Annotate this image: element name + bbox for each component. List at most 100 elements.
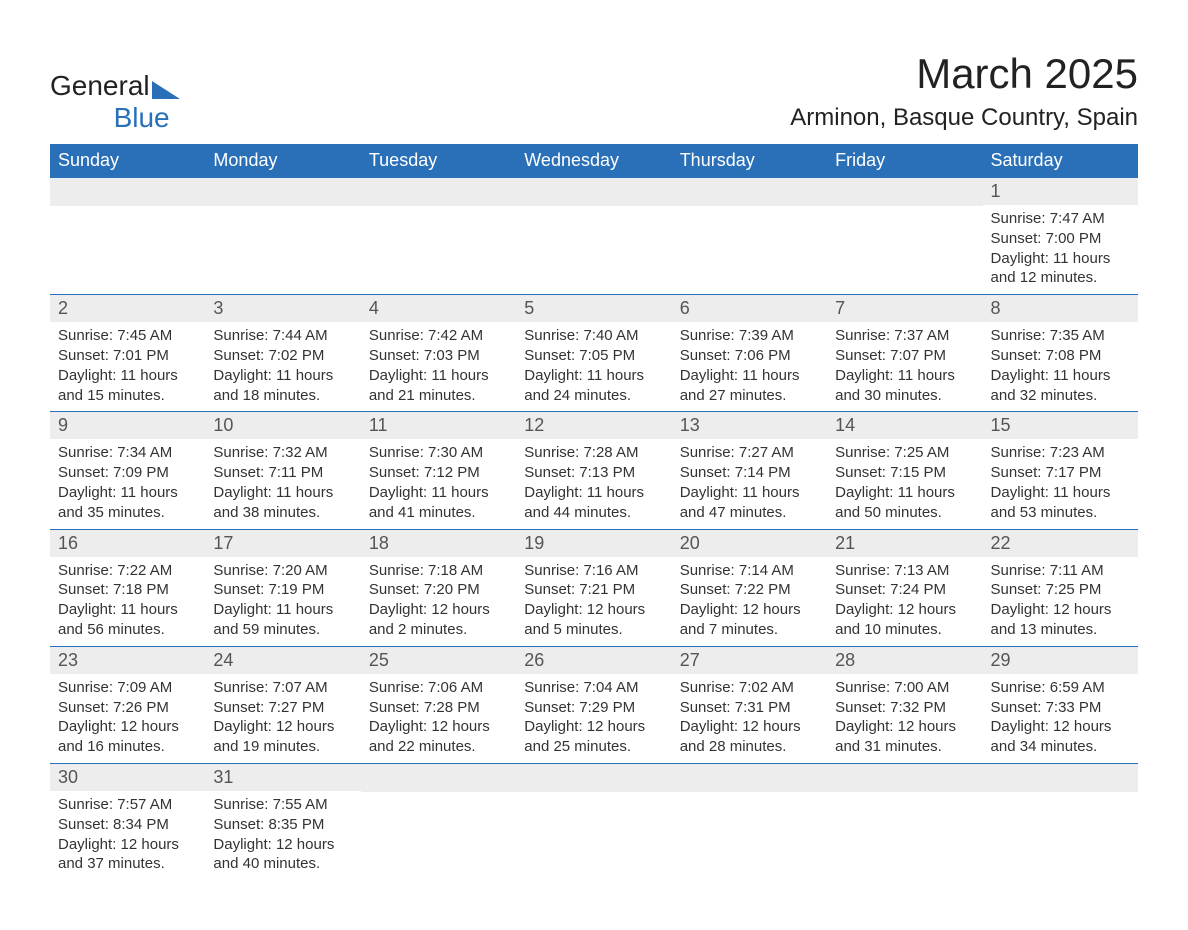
sunset-line: Sunset: 7:12 PM bbox=[369, 463, 508, 483]
day-body: Sunrise: 7:39 AMSunset: 7:06 PMDaylight:… bbox=[672, 322, 827, 411]
sunrise-line: Sunrise: 6:59 AM bbox=[991, 678, 1130, 698]
sunset-line: Sunset: 7:00 PM bbox=[991, 229, 1130, 249]
calendar-cell: 5Sunrise: 7:40 AMSunset: 7:05 PMDaylight… bbox=[516, 295, 671, 412]
day-number: 26 bbox=[516, 647, 671, 674]
day-body: Sunrise: 7:20 AMSunset: 7:19 PMDaylight:… bbox=[205, 557, 360, 646]
calendar-row: 1Sunrise: 7:47 AMSunset: 7:00 PMDaylight… bbox=[50, 178, 1138, 295]
day-number: 21 bbox=[827, 530, 982, 557]
day-body: Sunrise: 7:57 AMSunset: 8:34 PMDaylight:… bbox=[50, 791, 205, 880]
day-number: 7 bbox=[827, 295, 982, 322]
sunset-line: Sunset: 7:19 PM bbox=[213, 580, 352, 600]
day-number bbox=[983, 764, 1138, 792]
calendar-row: 2Sunrise: 7:45 AMSunset: 7:01 PMDaylight… bbox=[50, 295, 1138, 412]
calendar-cell: 22Sunrise: 7:11 AMSunset: 7:25 PMDayligh… bbox=[983, 529, 1138, 646]
daylight-line: Daylight: 11 hours and 38 minutes. bbox=[213, 483, 352, 523]
calendar-head: SundayMondayTuesdayWednesdayThursdayFrid… bbox=[50, 144, 1138, 178]
day-body: Sunrise: 7:18 AMSunset: 7:20 PMDaylight:… bbox=[361, 557, 516, 646]
sunrise-line: Sunrise: 7:25 AM bbox=[835, 443, 974, 463]
day-number: 13 bbox=[672, 412, 827, 439]
calendar-cell-empty bbox=[983, 763, 1138, 880]
sunrise-line: Sunrise: 7:11 AM bbox=[991, 561, 1130, 581]
calendar-row: 30Sunrise: 7:57 AMSunset: 8:34 PMDayligh… bbox=[50, 763, 1138, 880]
calendar-cell: 15Sunrise: 7:23 AMSunset: 7:17 PMDayligh… bbox=[983, 412, 1138, 529]
calendar-table: SundayMondayTuesdayWednesdayThursdayFrid… bbox=[50, 144, 1138, 880]
day-number bbox=[516, 178, 671, 206]
sunrise-line: Sunrise: 7:37 AM bbox=[835, 326, 974, 346]
calendar-cell: 20Sunrise: 7:14 AMSunset: 7:22 PMDayligh… bbox=[672, 529, 827, 646]
page-title: March 2025 bbox=[790, 50, 1138, 98]
header: General Blue March 2025 Arminon, Basque … bbox=[50, 50, 1138, 134]
day-body: Sunrise: 7:13 AMSunset: 7:24 PMDaylight:… bbox=[827, 557, 982, 646]
calendar-cell: 24Sunrise: 7:07 AMSunset: 7:27 PMDayligh… bbox=[205, 646, 360, 763]
day-number: 31 bbox=[205, 764, 360, 791]
sunset-line: Sunset: 7:29 PM bbox=[524, 698, 663, 718]
daylight-line: Daylight: 12 hours and 2 minutes. bbox=[369, 600, 508, 640]
page-subtitle: Arminon, Basque Country, Spain bbox=[790, 104, 1138, 132]
day-number: 24 bbox=[205, 647, 360, 674]
day-number bbox=[827, 764, 982, 792]
calendar-cell: 23Sunrise: 7:09 AMSunset: 7:26 PMDayligh… bbox=[50, 646, 205, 763]
day-body: Sunrise: 7:32 AMSunset: 7:11 PMDaylight:… bbox=[205, 439, 360, 528]
day-body: Sunrise: 7:02 AMSunset: 7:31 PMDaylight:… bbox=[672, 674, 827, 763]
daylight-line: Daylight: 11 hours and 21 minutes. bbox=[369, 366, 508, 406]
day-header: Friday bbox=[827, 144, 982, 178]
sunset-line: Sunset: 7:31 PM bbox=[680, 698, 819, 718]
calendar-cell: 31Sunrise: 7:55 AMSunset: 8:35 PMDayligh… bbox=[205, 763, 360, 880]
sunrise-line: Sunrise: 7:32 AM bbox=[213, 443, 352, 463]
day-header: Monday bbox=[205, 144, 360, 178]
day-body bbox=[516, 206, 671, 266]
calendar-cell-empty bbox=[672, 178, 827, 295]
sunset-line: Sunset: 7:24 PM bbox=[835, 580, 974, 600]
day-number: 17 bbox=[205, 530, 360, 557]
day-number: 27 bbox=[672, 647, 827, 674]
day-body: Sunrise: 7:44 AMSunset: 7:02 PMDaylight:… bbox=[205, 322, 360, 411]
sunrise-line: Sunrise: 7:16 AM bbox=[524, 561, 663, 581]
calendar-cell: 28Sunrise: 7:00 AMSunset: 7:32 PMDayligh… bbox=[827, 646, 982, 763]
calendar-cell-empty bbox=[361, 763, 516, 880]
day-number: 15 bbox=[983, 412, 1138, 439]
day-body: Sunrise: 7:14 AMSunset: 7:22 PMDaylight:… bbox=[672, 557, 827, 646]
sunrise-line: Sunrise: 7:35 AM bbox=[991, 326, 1130, 346]
day-body bbox=[516, 792, 671, 852]
sunset-line: Sunset: 7:13 PM bbox=[524, 463, 663, 483]
calendar-cell: 17Sunrise: 7:20 AMSunset: 7:19 PMDayligh… bbox=[205, 529, 360, 646]
day-body: Sunrise: 7:16 AMSunset: 7:21 PMDaylight:… bbox=[516, 557, 671, 646]
sunset-line: Sunset: 7:07 PM bbox=[835, 346, 974, 366]
day-number bbox=[205, 178, 360, 206]
day-body: Sunrise: 7:27 AMSunset: 7:14 PMDaylight:… bbox=[672, 439, 827, 528]
day-body bbox=[672, 206, 827, 266]
daylight-line: Daylight: 11 hours and 27 minutes. bbox=[680, 366, 819, 406]
day-number: 18 bbox=[361, 530, 516, 557]
daylight-line: Daylight: 12 hours and 34 minutes. bbox=[991, 717, 1130, 757]
day-header: Thursday bbox=[672, 144, 827, 178]
sunrise-line: Sunrise: 7:18 AM bbox=[369, 561, 508, 581]
calendar-cell: 19Sunrise: 7:16 AMSunset: 7:21 PMDayligh… bbox=[516, 529, 671, 646]
daylight-line: Daylight: 12 hours and 5 minutes. bbox=[524, 600, 663, 640]
logo-text: General Blue bbox=[50, 70, 180, 134]
sunset-line: Sunset: 7:08 PM bbox=[991, 346, 1130, 366]
day-body bbox=[672, 792, 827, 852]
sunset-line: Sunset: 7:01 PM bbox=[58, 346, 197, 366]
day-body: Sunrise: 7:22 AMSunset: 7:18 PMDaylight:… bbox=[50, 557, 205, 646]
day-number: 4 bbox=[361, 295, 516, 322]
sunrise-line: Sunrise: 7:39 AM bbox=[680, 326, 819, 346]
logo-line1: General bbox=[50, 70, 150, 101]
day-number: 11 bbox=[361, 412, 516, 439]
calendar-cell: 2Sunrise: 7:45 AMSunset: 7:01 PMDaylight… bbox=[50, 295, 205, 412]
sunset-line: Sunset: 7:25 PM bbox=[991, 580, 1130, 600]
day-body: Sunrise: 7:06 AMSunset: 7:28 PMDaylight:… bbox=[361, 674, 516, 763]
sunrise-line: Sunrise: 7:45 AM bbox=[58, 326, 197, 346]
day-body: Sunrise: 7:04 AMSunset: 7:29 PMDaylight:… bbox=[516, 674, 671, 763]
day-body: Sunrise: 7:55 AMSunset: 8:35 PMDaylight:… bbox=[205, 791, 360, 880]
sunset-line: Sunset: 7:15 PM bbox=[835, 463, 974, 483]
daylight-line: Daylight: 12 hours and 28 minutes. bbox=[680, 717, 819, 757]
day-header: Sunday bbox=[50, 144, 205, 178]
day-header: Tuesday bbox=[361, 144, 516, 178]
daylight-line: Daylight: 11 hours and 18 minutes. bbox=[213, 366, 352, 406]
sunrise-line: Sunrise: 7:02 AM bbox=[680, 678, 819, 698]
day-body: Sunrise: 7:09 AMSunset: 7:26 PMDaylight:… bbox=[50, 674, 205, 763]
day-number: 22 bbox=[983, 530, 1138, 557]
day-body bbox=[983, 792, 1138, 852]
day-header: Saturday bbox=[983, 144, 1138, 178]
daylight-line: Daylight: 11 hours and 56 minutes. bbox=[58, 600, 197, 640]
